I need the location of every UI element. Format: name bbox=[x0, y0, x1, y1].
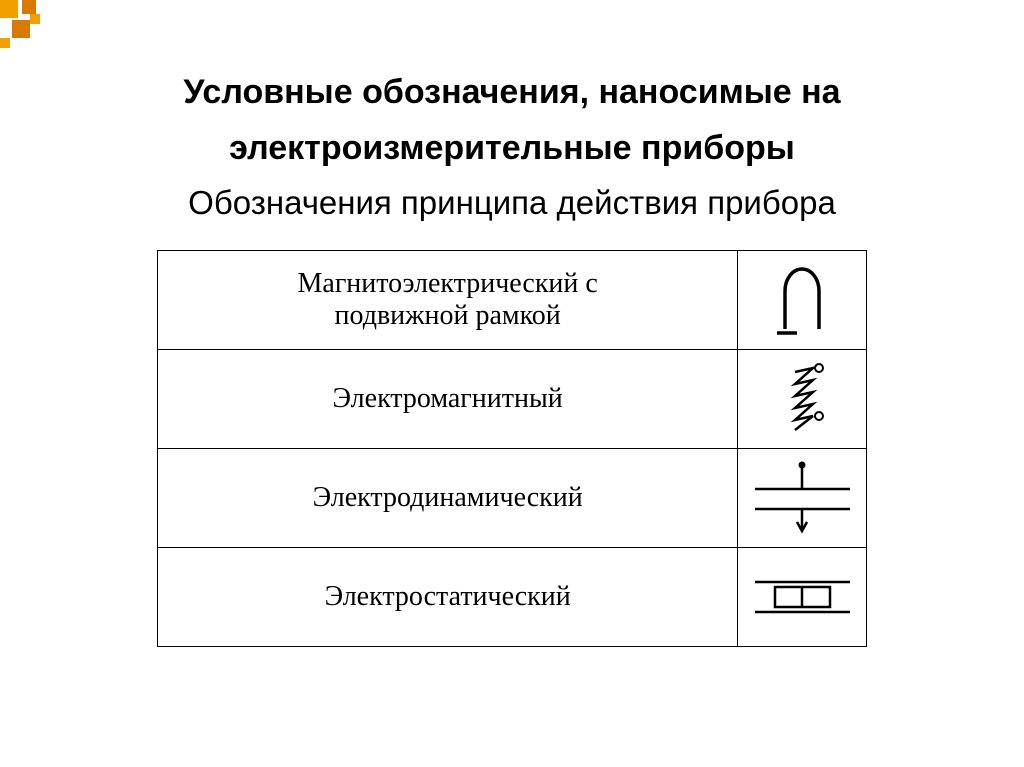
slide-title-line1: Условные обозначения, наносимые на bbox=[40, 70, 984, 116]
symbols-table: Магнитоэлектрический сподвижной рамкой Э… bbox=[157, 250, 867, 647]
row-symbol-cell bbox=[738, 448, 867, 547]
row-label-text: Магнитоэлектрический сподвижной рамкой bbox=[298, 268, 598, 331]
slide-subtitle: Обозначения принципа действия прибора bbox=[40, 182, 984, 225]
electrodynamic-icon bbox=[750, 459, 855, 537]
row-label-text: Электростатический bbox=[325, 581, 571, 612]
row-label: Электромагнитный bbox=[158, 349, 738, 448]
table-row: Электродинамический bbox=[158, 448, 867, 547]
slide-title-line2: электроизмерительные приборы bbox=[40, 126, 984, 172]
electromagnetic-icon bbox=[767, 360, 837, 438]
row-label-text: Электродинамический bbox=[313, 482, 583, 513]
row-symbol-cell bbox=[738, 349, 867, 448]
table-row: Электростатический bbox=[158, 547, 867, 646]
row-label-text: Электромагнитный bbox=[333, 383, 563, 414]
row-label: Магнитоэлектрический сподвижной рамкой bbox=[158, 250, 738, 349]
row-symbol-cell bbox=[738, 547, 867, 646]
corner-decoration bbox=[0, 0, 60, 55]
table-row: Электромагнитный bbox=[158, 349, 867, 448]
row-symbol-cell bbox=[738, 250, 867, 349]
table-row: Магнитоэлектрический сподвижной рамкой bbox=[158, 250, 867, 349]
row-label: Электростатический bbox=[158, 547, 738, 646]
magnetoelectric-icon bbox=[767, 261, 837, 339]
row-label: Электродинамический bbox=[158, 448, 738, 547]
electrostatic-icon bbox=[750, 567, 855, 627]
